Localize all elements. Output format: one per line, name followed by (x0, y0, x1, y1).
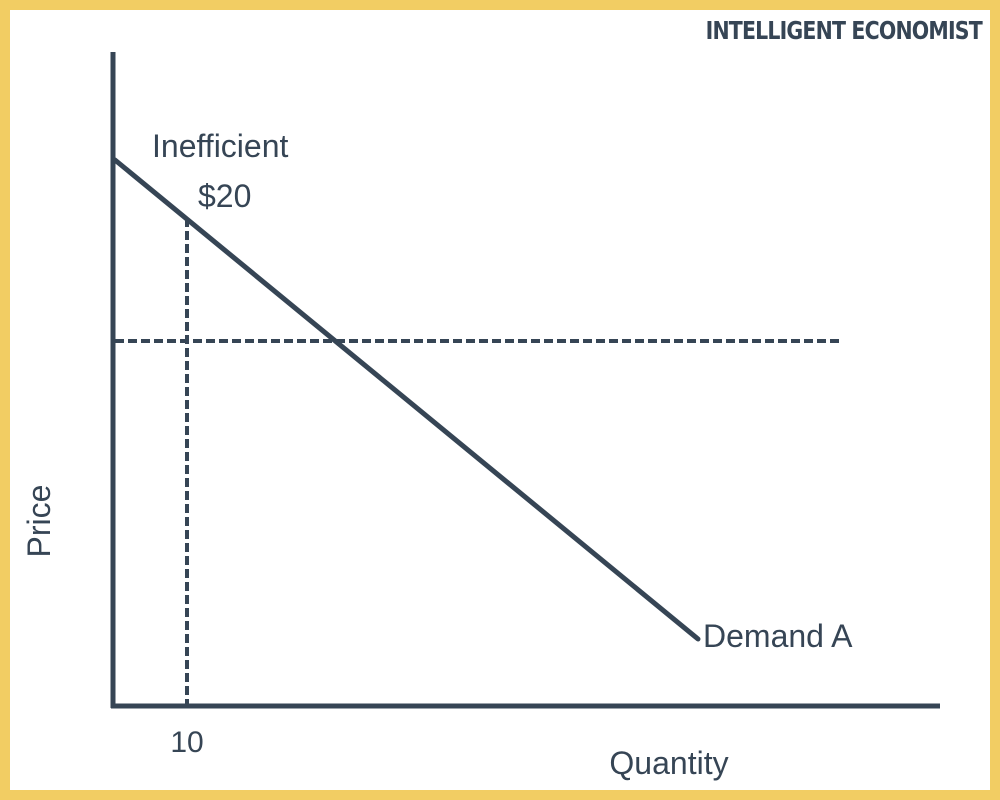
annotation-price: $20 (198, 178, 251, 214)
brand-logo: INTELLIGENT ECONOMIST (705, 16, 983, 45)
annotation-inefficient: Inefficient (152, 128, 289, 164)
series-label-demand-a: Demand A (703, 618, 853, 654)
x-tick-label: 10 (170, 726, 203, 759)
y-axis-label: Price (21, 485, 57, 558)
demand-a-line (112, 157, 701, 642)
x-axis-label: Quantity (609, 745, 728, 781)
